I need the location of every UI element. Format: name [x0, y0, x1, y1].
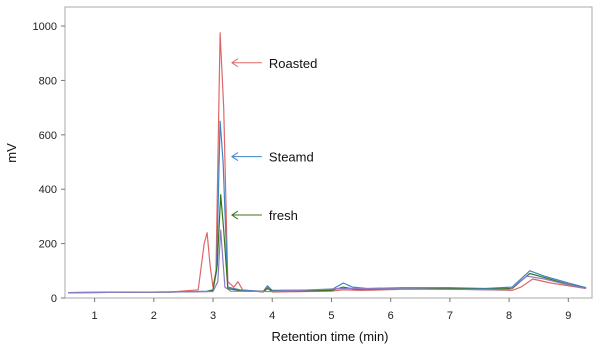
annotation-label: Steamd [269, 150, 314, 165]
plot-frame [64, 6, 593, 299]
y-tick-label: 400 [39, 184, 57, 196]
annotation-arrowhead [231, 58, 239, 68]
x-tick-label: 7 [447, 310, 453, 322]
y-axis-ticks: 0 200 400 600 800 1000 [33, 21, 65, 305]
y-tick-label: 600 [39, 130, 57, 142]
x-tick-label: 1 [92, 310, 98, 322]
annotation-label: Roasted [269, 56, 317, 71]
series-layer [67, 32, 587, 294]
x-axis-ticks: 1 2 3 4 5 6 7 8 9 [92, 298, 571, 322]
y-tick-label: 200 [39, 239, 57, 251]
x-tick-label: 8 [506, 310, 512, 322]
annotation-arrowhead [231, 210, 239, 220]
x-tick-label: 9 [565, 310, 571, 322]
annotations-layer: Roasted Steamd fresh [231, 56, 317, 223]
x-axis-title: Retention time (min) [271, 329, 388, 344]
y-tick-label: 0 [51, 293, 57, 305]
series-line-4 [67, 229, 587, 294]
x-tick-label: 4 [269, 310, 275, 322]
annotation-arrowhead [231, 152, 239, 161]
x-tick-label: 5 [328, 310, 334, 322]
x-tick-label: 2 [151, 310, 157, 322]
x-tick-label: 6 [388, 310, 394, 322]
y-tick-label: 800 [39, 75, 57, 87]
y-axis-title: mV [4, 143, 19, 163]
y-tick-label: 1000 [33, 21, 57, 33]
x-tick-label: 3 [210, 310, 216, 322]
annotation-label: fresh [269, 208, 298, 223]
